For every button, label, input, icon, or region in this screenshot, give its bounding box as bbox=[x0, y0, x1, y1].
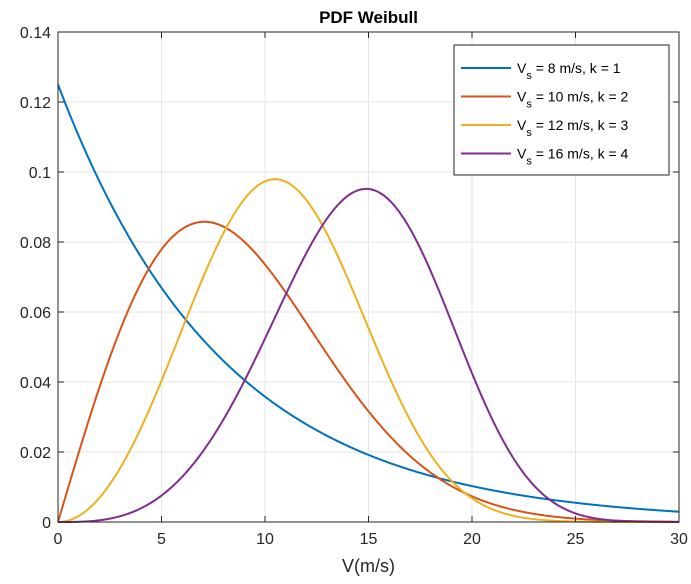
y-tick-label: 0.12 bbox=[20, 95, 51, 112]
x-tick-label: 20 bbox=[463, 531, 481, 548]
y-tick-label: 0.02 bbox=[20, 445, 51, 462]
y-tick-label: 0 bbox=[42, 515, 51, 532]
legend-entry: Vs = 8 m/s, k = 1 bbox=[517, 60, 621, 82]
y-tick-label: 0.1 bbox=[29, 165, 51, 182]
legend-entry: Vs = 12 m/s, k = 3 bbox=[517, 117, 629, 139]
x-tick-label: 10 bbox=[256, 531, 274, 548]
legend: Vs = 8 m/s, k = 1 Vs = 10 m/s, k = 2 Vs = … bbox=[453, 44, 670, 176]
y-tick-label: 0.06 bbox=[20, 305, 51, 322]
x-tick-label: 5 bbox=[157, 531, 166, 548]
y-tick-label: 0.14 bbox=[20, 25, 51, 42]
x-tick-label: 15 bbox=[360, 531, 378, 548]
y-tick-label: 0.08 bbox=[20, 235, 51, 252]
series-line bbox=[57, 84, 680, 513]
y-tick-label: 0.04 bbox=[20, 375, 51, 392]
x-tick-label: 30 bbox=[670, 531, 688, 548]
legend-entry: Vs = 16 m/s, k = 4 bbox=[517, 146, 629, 168]
series-line bbox=[58, 187, 680, 523]
x-axis-label: V(m/s) bbox=[342, 556, 395, 576]
chart-title: PDF Weibull bbox=[319, 8, 418, 27]
legend-entry: Vs = 10 m/s, k = 2 bbox=[517, 89, 629, 111]
x-tick-label: 25 bbox=[567, 531, 585, 548]
axis-ticks: 0 5 10 15 20 25 30 0 0.02 0.04 0.06 0.08 0.1 0.12 0.14 bbox=[20, 25, 688, 548]
x-tick-label: 0 bbox=[54, 531, 63, 548]
